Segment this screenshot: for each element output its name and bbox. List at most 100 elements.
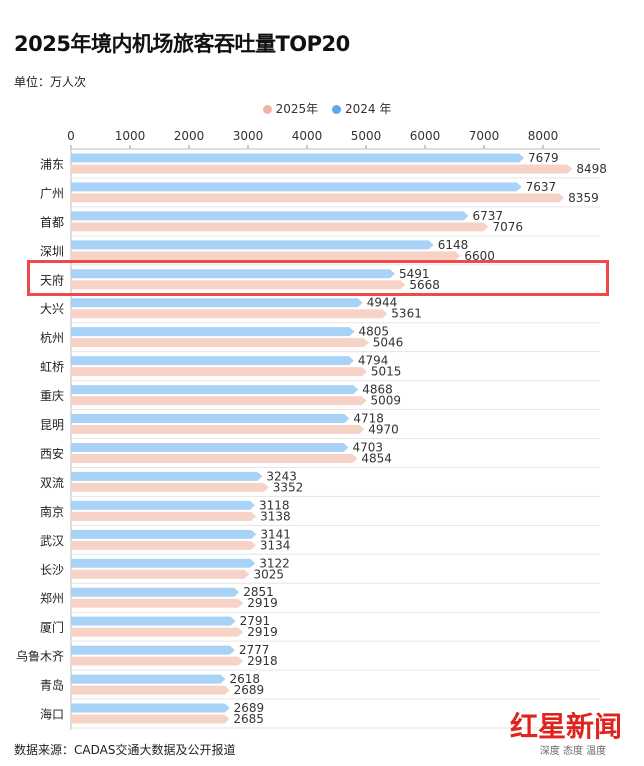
data-label: 2919	[247, 625, 278, 639]
bar-2025	[71, 193, 565, 203]
bar-2024	[71, 385, 359, 395]
data-label: 2777	[239, 643, 270, 657]
category-label: 虹桥	[40, 360, 64, 374]
bar-2025	[70, 164, 573, 174]
data-label: 5015	[371, 365, 402, 379]
data-label: 4794	[358, 354, 389, 368]
bar-2024	[71, 240, 434, 250]
data-label: 5361	[391, 307, 422, 321]
category-label: 浦东	[40, 157, 64, 171]
page-title: 2025年境内机场旅客吞吐量TOP20	[14, 32, 350, 56]
bar-2024	[71, 471, 263, 481]
data-label: 3141	[260, 527, 291, 541]
category-label: 厦门	[40, 620, 64, 635]
category-label: 乌鲁木齐	[16, 649, 64, 664]
bar-2025	[71, 685, 230, 695]
data-label: 3122	[259, 556, 290, 570]
data-label: 2919	[247, 596, 278, 610]
bar-2024	[71, 529, 257, 539]
bar-2024	[71, 674, 226, 684]
bar-2024	[71, 558, 256, 568]
data-label: 6600	[464, 249, 495, 263]
bar-2025	[71, 396, 367, 406]
bar-2025	[71, 453, 358, 463]
data-label: 5046	[373, 336, 404, 350]
category-label: 西安	[40, 446, 64, 461]
category-label: 青岛	[40, 678, 64, 693]
data-label: 2791	[240, 614, 271, 628]
bar-2025	[71, 598, 244, 608]
legend-dot-2025	[262, 105, 272, 114]
data-label: 7637	[526, 180, 557, 194]
category-label: 海口	[40, 707, 64, 722]
legend: 2025年 2024 年	[0, 100, 644, 117]
bar-2025	[71, 511, 257, 521]
data-label: 7679	[528, 151, 559, 165]
x-tick-label: 4000	[292, 129, 323, 143]
category-label: 深圳	[40, 244, 64, 258]
logo-slogan: 深度 态度 温度	[539, 746, 607, 757]
category-label: 广州	[40, 186, 64, 200]
data-label: 2689	[234, 683, 265, 697]
legend-label-2024: 2024 年	[345, 102, 392, 116]
category-label: 南京	[40, 504, 64, 519]
x-tick-label: 2000	[174, 129, 205, 143]
bar-2025	[71, 482, 269, 492]
bar-2024	[71, 442, 349, 452]
category-label: 昆明	[40, 418, 64, 432]
bar-2025	[71, 425, 365, 435]
data-label: 8359	[568, 191, 599, 205]
category-label: 首都	[40, 215, 64, 229]
x-tick-label: 3000	[233, 129, 264, 143]
bar-2025	[71, 540, 256, 550]
bar-2025	[71, 569, 250, 579]
data-label: 4718	[353, 412, 384, 426]
bar-2025	[71, 714, 230, 724]
data-label: 4805	[358, 325, 389, 339]
x-tick-label: 6000	[410, 129, 441, 143]
bar-2024	[71, 500, 255, 510]
data-label: 2689	[234, 701, 265, 715]
category-label: 大兴	[40, 302, 64, 316]
category-label: 杭州	[40, 330, 64, 345]
bar-2025	[71, 280, 406, 290]
data-label: 4854	[361, 451, 392, 465]
data-label: 4970	[368, 423, 399, 437]
x-tick-label: 0	[67, 129, 75, 143]
bar-2025	[71, 338, 369, 348]
bar-2024	[71, 327, 355, 337]
data-label: 4703	[352, 440, 383, 454]
bar-2024	[71, 182, 522, 192]
legend-label-2025: 2025年	[275, 102, 319, 116]
unit-label: 单位：万人次	[14, 75, 87, 89]
data-label: 6737	[472, 209, 503, 223]
category-label: 长沙	[40, 563, 64, 577]
bar-2024	[71, 298, 363, 308]
bar-2024	[71, 645, 235, 655]
data-label: 3243	[266, 469, 297, 483]
data-label: 4944	[367, 296, 398, 310]
bar-2025	[71, 222, 489, 232]
x-tick-label: 8000	[528, 129, 559, 143]
bar-2024	[71, 269, 395, 279]
data-label: 4868	[362, 383, 393, 397]
bar-2024	[71, 153, 525, 163]
data-label: 3118	[259, 498, 290, 512]
legend-dot-2024	[332, 105, 341, 114]
bar-2025	[71, 367, 367, 377]
category-label: 双流	[40, 476, 64, 490]
highlight-box	[27, 260, 609, 296]
data-label: 3138	[260, 509, 291, 523]
x-tick-label: 1000	[115, 129, 146, 143]
bar-2025	[71, 656, 244, 666]
category-label: 重庆	[40, 389, 64, 403]
data-label: 3134	[260, 538, 291, 552]
bar-2024	[71, 356, 354, 366]
data-label: 3025	[253, 567, 284, 581]
x-tick-label: 5000	[351, 129, 382, 143]
category-label: 武汉	[40, 534, 64, 548]
data-label: 5668	[409, 278, 440, 292]
data-label: 2918	[247, 654, 278, 668]
